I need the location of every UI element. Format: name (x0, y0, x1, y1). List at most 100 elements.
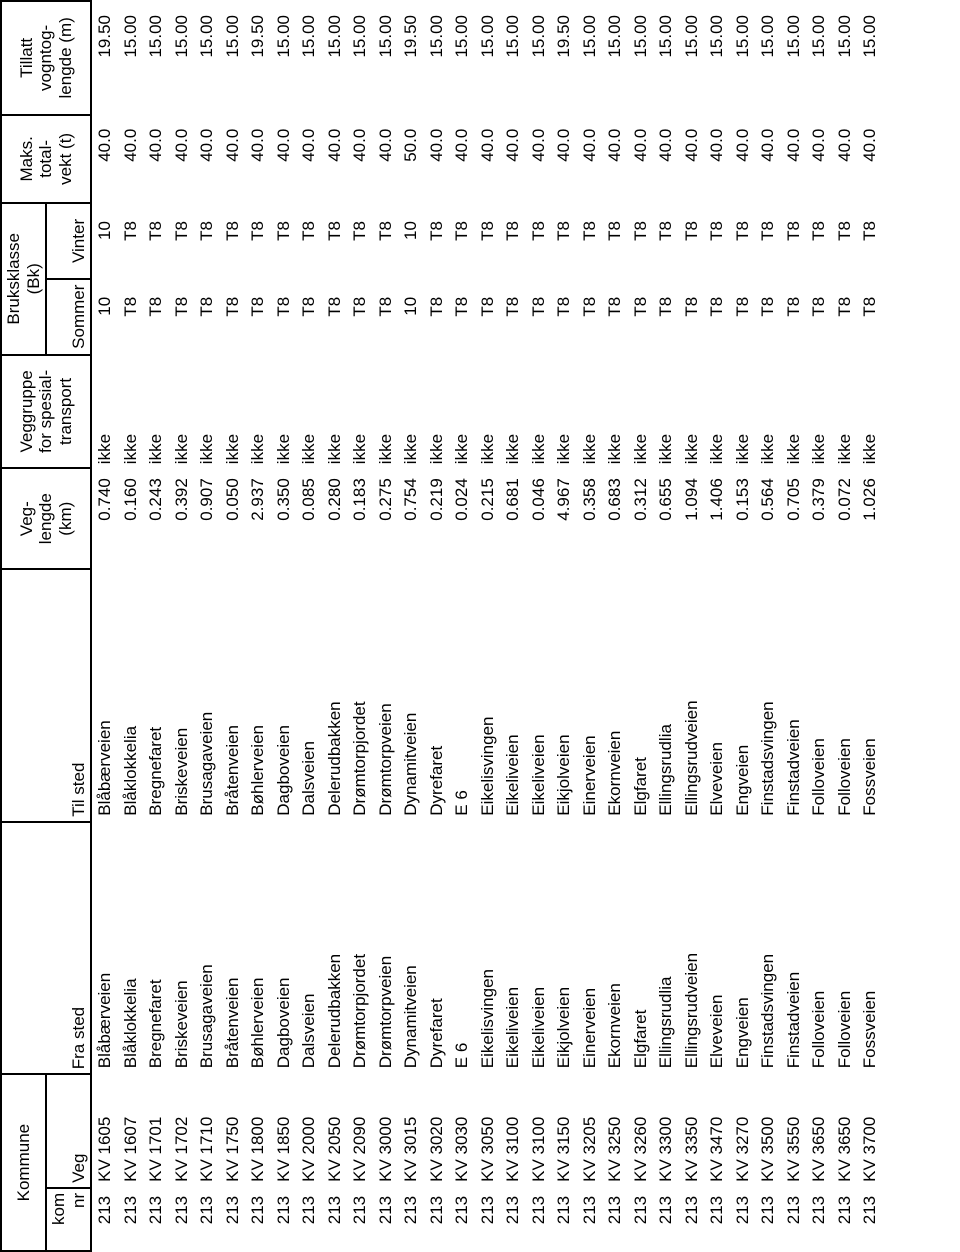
cell-sommer: T8 (679, 279, 705, 355)
cell-vekt: 40.0 (424, 115, 450, 203)
cell-til: Ellingsrudlia (653, 569, 679, 822)
cell-til: Folloveien (806, 569, 832, 822)
cell-til: Bøhlerveien (245, 569, 271, 822)
cell-vekt: 40.0 (347, 115, 373, 203)
cell-vekt: 40.0 (91, 115, 118, 203)
cell-lengde: 0.219 (424, 468, 450, 569)
cell-toglengde: 15.00 (194, 1, 220, 115)
cell-veg: KV 1850 (271, 1074, 297, 1188)
cell-toglengde: 15.00 (271, 1, 297, 115)
cell-kom: 213 (322, 1188, 348, 1251)
cell-sommer: T8 (424, 279, 450, 355)
table-row: 213KV 3205EinerveienEinerveien0.358ikkeT… (577, 1, 603, 1251)
cell-fra: Ekornveien (602, 822, 628, 1075)
cell-lengde: 0.024 (449, 468, 475, 569)
cell-kom: 213 (551, 1188, 577, 1251)
cell-til: Blåbærveien (91, 569, 118, 822)
cell-veg: KV 2090 (347, 1074, 373, 1188)
cell-til: Dalsveien (296, 569, 322, 822)
cell-fra: Folloveien (806, 822, 832, 1075)
cell-gruppe: ikke (526, 355, 552, 469)
cell-veg: KV 3050 (475, 1074, 501, 1188)
cell-gruppe: ikke (857, 355, 883, 469)
veg-table: Kommune Fra sted Til sted Veg- lengde (k… (0, 0, 883, 1252)
cell-til: Folloveien (832, 569, 858, 822)
cell-til: E 6 (449, 569, 475, 822)
cell-lengde: 1.406 (704, 468, 730, 569)
cell-veg: KV 1750 (220, 1074, 246, 1188)
cell-vinter: T8 (755, 203, 781, 279)
cell-til: Engveien (730, 569, 756, 822)
cell-lengde: 1.026 (857, 468, 883, 569)
table-row: 213KV 1850DagboveienDagboveien0.350ikkeT… (271, 1, 297, 1251)
cell-vinter: T8 (322, 203, 348, 279)
table-row: 213KV 2090DrømtorpjordetDrømtorpjordet0.… (347, 1, 373, 1251)
cell-fra: Drømtorpveien (373, 822, 399, 1075)
cell-lengde: 0.358 (577, 468, 603, 569)
table-row: 213KV 1607BlåklokkeliaBlåklokkelia0.160i… (118, 1, 144, 1251)
cell-til: Finstadsvingen (755, 569, 781, 822)
hdr-veggruppe-l1: Veggruppe (17, 360, 37, 464)
cell-kom: 213 (194, 1188, 220, 1251)
cell-sommer: T8 (551, 279, 577, 355)
cell-lengde: 0.160 (118, 468, 144, 569)
hdr-veglengde-l1: Veg- (17, 473, 37, 564)
cell-vinter: T8 (475, 203, 501, 279)
cell-gruppe: ikke (143, 355, 169, 469)
cell-kom: 213 (806, 1188, 832, 1251)
cell-toglengde: 15.00 (526, 1, 552, 115)
cell-sommer: T8 (220, 279, 246, 355)
cell-fra: Eikeliveien (526, 822, 552, 1075)
table-header: Kommune Fra sted Til sted Veg- lengde (k… (1, 1, 91, 1251)
cell-lengde: 0.183 (347, 468, 373, 569)
cell-kom: 213 (347, 1188, 373, 1251)
hdr-vinter: Vinter (46, 203, 91, 279)
cell-vekt: 40.0 (577, 115, 603, 203)
cell-toglengde: 15.00 (143, 1, 169, 115)
cell-veg: KV 1702 (169, 1074, 195, 1188)
cell-til: Dyrefaret (424, 569, 450, 822)
cell-til: Delerudbakken (322, 569, 348, 822)
cell-kom: 213 (475, 1188, 501, 1251)
cell-gruppe: ikke (653, 355, 679, 469)
hdr-bruksklasse-l2: (Bk) (24, 208, 44, 350)
cell-sommer: T8 (806, 279, 832, 355)
cell-gruppe: ikke (220, 355, 246, 469)
cell-fra: Folloveien (832, 822, 858, 1075)
cell-gruppe: ikke (296, 355, 322, 469)
cell-vekt: 40.0 (832, 115, 858, 203)
table-row: 213KV 1701BregnefaretBregnefaret0.243ikk… (143, 1, 169, 1251)
cell-til: Ellingsrudveien (679, 569, 705, 822)
cell-vekt: 40.0 (806, 115, 832, 203)
cell-sommer: T8 (296, 279, 322, 355)
cell-vinter: T8 (143, 203, 169, 279)
table-row: 213KV 3300EllingsrudliaEllingsrudlia0.65… (653, 1, 679, 1251)
cell-til: Bråtenveien (220, 569, 246, 822)
cell-vinter: T8 (832, 203, 858, 279)
cell-vekt: 40.0 (679, 115, 705, 203)
cell-toglengde: 15.00 (373, 1, 399, 115)
cell-lengde: 0.681 (500, 468, 526, 569)
cell-fra: Dynamitveien (398, 822, 424, 1075)
hdr-kommune: Kommune (1, 1074, 46, 1251)
cell-vinter: T8 (602, 203, 628, 279)
table-row: 213KV 1702BriskeveienBriskeveien0.392ikk… (169, 1, 195, 1251)
cell-vekt: 40.0 (143, 115, 169, 203)
cell-lengde: 0.683 (602, 468, 628, 569)
hdr-nr: nr (69, 1193, 89, 1246)
cell-gruppe: ikke (118, 355, 144, 469)
cell-veg: KV 3350 (679, 1074, 705, 1188)
cell-sommer: T8 (857, 279, 883, 355)
cell-gruppe: ikke (194, 355, 220, 469)
cell-til: Eikeliveien (526, 569, 552, 822)
cell-sommer: T8 (577, 279, 603, 355)
cell-gruppe: ikke (755, 355, 781, 469)
cell-til: Dynamitveien (398, 569, 424, 822)
cell-gruppe: ikke (628, 355, 654, 469)
cell-toglengde: 15.00 (322, 1, 348, 115)
cell-fra: Ellingsrudlia (653, 822, 679, 1075)
cell-fra: Bråtenveien (220, 822, 246, 1075)
cell-toglengde: 15.00 (653, 1, 679, 115)
cell-til: Drømtorpveien (373, 569, 399, 822)
cell-gruppe: ikke (91, 355, 118, 469)
